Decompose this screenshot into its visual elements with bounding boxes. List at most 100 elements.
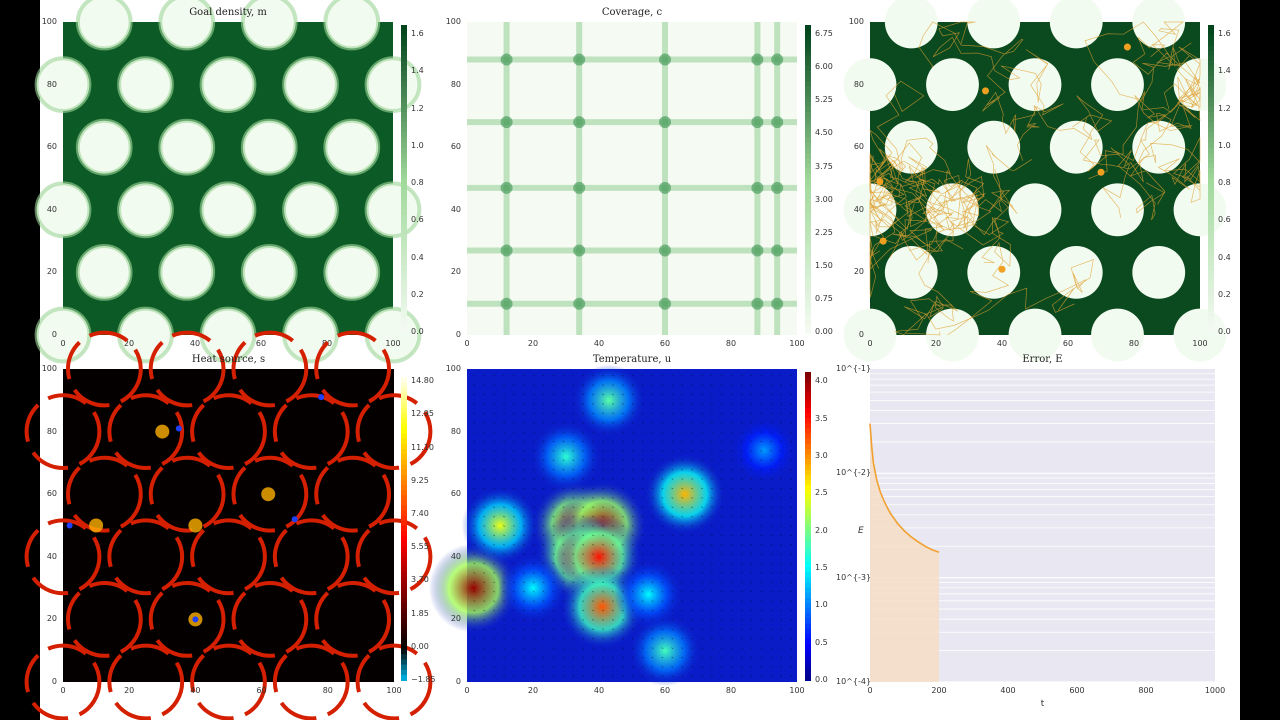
colorbar-step [401,224,407,231]
colorbar-step [401,204,407,211]
colorbar-step [401,45,407,52]
gradient-arrow [522,656,525,659]
colorbar-step [401,198,407,206]
gradient-arrow [770,609,773,612]
colorbar-step [401,81,407,88]
agent-marker [879,237,887,245]
gradient-arrow [711,675,713,677]
y-tick-label: 0 [455,330,461,339]
gradient-arrow [671,590,674,593]
gradient-arrow [681,487,684,490]
gradient-arrow [562,487,565,490]
gradient-arrow [631,628,634,631]
gradient-arrow [740,487,743,490]
coverage-node [771,297,784,310]
colorbar-tick-label: 0.5 [815,637,828,647]
gradient-arrow [493,647,496,649]
gradient-arrow [532,581,535,584]
gradient-arrow [552,375,555,377]
gradient-arrow [681,619,684,621]
gradient-arrow [730,384,733,386]
gradient-arrow [790,581,793,584]
gradient-arrow [503,412,505,415]
gradient-arrow [621,412,624,415]
colorbar-step [805,117,811,124]
gradient-arrow [532,497,535,499]
gradient-arrow [513,637,515,640]
gradient-arrow [572,440,575,443]
gradient-arrow [720,525,723,527]
y-tick-label: 100 [445,364,461,373]
gradient-arrow [661,637,664,640]
colorbar-tick-label: 14.80 [411,376,434,386]
y-tick-label: 80 [46,426,57,436]
gradient-arrow [711,628,713,631]
gradient-arrow [621,506,624,508]
gradient-arrow [532,440,535,443]
gradient-arrow [631,534,634,537]
colorbar-step [401,163,407,170]
gradient-arrow [612,609,614,612]
colorbar-tick-label: 1.6 [1218,29,1231,39]
gradient-arrow [711,544,713,546]
gradient-arrow [661,421,664,424]
gradient-arrow [760,459,763,462]
gradient-arrow [671,403,674,405]
colorbar-step [401,50,407,57]
heat-ring [190,643,267,720]
x-tick-label: 20 [124,686,135,695]
gradient-arrow [522,497,525,499]
gradient-arrow [612,619,614,621]
density-hole [1091,183,1144,237]
gradient-arrow [522,515,525,518]
gradient-arrow [711,468,713,471]
gradient-arrow [730,525,733,527]
gradient-arrow [582,647,585,649]
gradient-arrow [582,497,585,499]
coverage-node [659,244,671,257]
gradient-arrow [760,497,763,499]
colorbar-step [401,526,407,533]
gradient-arrow [483,600,486,602]
gradient-arrow [750,384,753,386]
colorbar-step [805,152,811,160]
gradient-arrow [671,393,674,396]
gradient-arrow [562,393,565,396]
gradient-arrow [552,468,555,471]
y-tick-label: 60 [46,142,57,152]
colorbar-step [1208,91,1214,98]
gradient-arrow [701,450,703,452]
gradient-arrow [542,375,545,377]
temperature-hotspot [530,421,602,492]
gradient-arrow [760,637,763,640]
agent-trajectory [869,80,954,261]
y-tick-label: 40 [46,551,57,561]
gradient-arrow [542,572,545,574]
gradient-arrow [602,497,604,499]
gradient-arrow [691,515,694,518]
gradient-arrow [483,440,486,443]
gradient-arrow [760,525,763,527]
colorbar-step [805,188,811,195]
colorbar-step [805,397,811,404]
gradient-arrow [740,468,743,471]
gradient-arrow [562,478,565,480]
gradient-arrow [720,562,723,565]
colorbar-tick-label: 6.75 [815,29,833,39]
gradient-arrow [711,656,713,659]
colorbar-step [805,76,811,83]
gradient-arrow [651,666,654,668]
density-hole [1091,308,1144,362]
gradient-arrow [493,468,496,471]
agent-sink [192,616,199,623]
gradient-arrow [612,384,614,386]
gradient-arrow [572,431,575,433]
colorbar-step [805,193,811,200]
gradient-arrow [701,431,703,433]
gradient-arrow [730,666,733,668]
gradient-arrow [602,553,604,555]
gradient-arrow [542,450,545,452]
gradient-arrow [790,637,793,640]
agent-trajectory [1129,137,1201,205]
gradient-arrow [532,487,535,490]
